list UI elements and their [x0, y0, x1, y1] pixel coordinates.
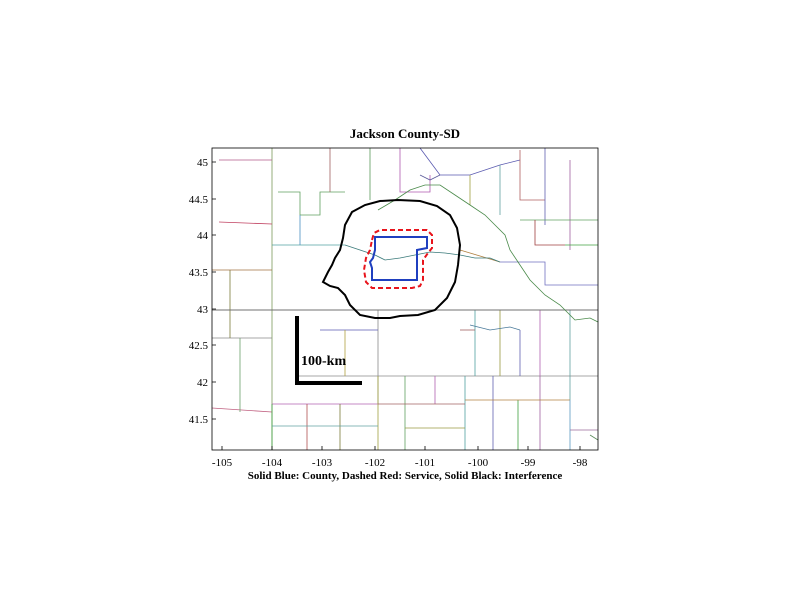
scale-bar-label: 100-km — [301, 354, 346, 369]
x-tick-label: -99 — [521, 457, 536, 469]
river-line — [377, 184, 599, 323]
y-tick-label: 43 — [197, 304, 209, 316]
service-contour — [362, 229, 433, 289]
boundary-line — [211, 407, 273, 413]
boundary-line — [500, 261, 598, 286]
boundary-line — [278, 191, 345, 216]
boundary-line — [459, 249, 501, 263]
y-tick-label: 42 — [197, 377, 208, 389]
interference-contour — [321, 198, 462, 319]
x-tick-label: -100 — [468, 457, 489, 469]
boundary-line — [399, 148, 431, 193]
x-tick-label: -105 — [212, 457, 233, 469]
y-tick-label: 42.5 — [189, 340, 209, 352]
y-tick-mark — [212, 161, 216, 420]
river-line — [469, 324, 521, 331]
x-tick-label: -102 — [365, 457, 385, 469]
x-tick-label: -101 — [415, 457, 435, 469]
x-axis-labels: -105 -104 -103 -102 -101 -100 -99 -98 — [212, 457, 588, 469]
plot-frame — [211, 147, 599, 451]
y-tick-label: 44.5 — [189, 194, 209, 206]
river-line — [344, 244, 501, 263]
axis-ticks — [212, 161, 581, 450]
scale-bar: 100-km — [295, 316, 362, 385]
y-axis-labels: 45 44.5 44 43.5 43 42.5 42 41.5 — [189, 157, 209, 426]
county-boundary — [368, 236, 428, 281]
boundary-line — [519, 150, 545, 201]
map-background — [211, 147, 599, 450]
y-tick-label: 41.5 — [189, 414, 209, 426]
river-line — [589, 434, 599, 441]
y-tick-label: 44 — [197, 230, 209, 242]
x-tick-mark — [221, 446, 581, 450]
x-tick-label: -98 — [573, 457, 588, 469]
map-title: Jackson County-SD — [349, 126, 461, 141]
y-tick-label: 45 — [197, 157, 209, 169]
x-tick-label: -103 — [312, 457, 333, 469]
map-caption: Solid Blue: County, Dashed Red: Service,… — [247, 470, 563, 482]
river-line — [419, 174, 441, 181]
boundary-line — [534, 220, 565, 246]
y-tick-label: 43.5 — [189, 267, 209, 279]
boundary-line — [419, 147, 521, 176]
x-tick-label: -104 — [262, 457, 283, 469]
boundary-line — [218, 221, 273, 225]
